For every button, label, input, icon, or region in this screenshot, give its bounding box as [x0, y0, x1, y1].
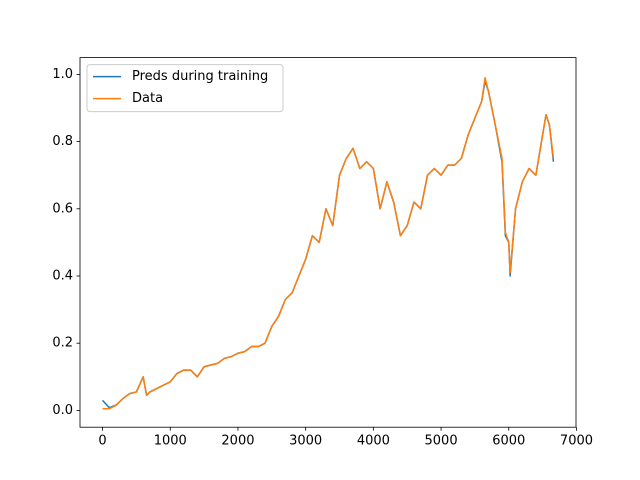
legend-label: Data: [132, 91, 163, 106]
y-tick-label: 0.8: [52, 134, 73, 149]
x-tick-label: 0: [98, 434, 106, 449]
y-tick-label: 0.4: [52, 269, 73, 284]
y-tick-label: 0.0: [52, 403, 73, 418]
x-tick-label: 7000: [560, 434, 593, 449]
x-tick-label: 3000: [289, 434, 322, 449]
y-tick-label: 0.2: [52, 336, 73, 351]
legend-box: [86, 64, 284, 113]
legend-label: Preds during training: [132, 69, 268, 84]
plot-frame: [79, 57, 577, 428]
y-tick-label: 1.0: [52, 67, 73, 82]
x-tick-label: 6000: [492, 434, 525, 449]
x-tick-label: 5000: [425, 434, 458, 449]
x-tick-label: 1000: [154, 434, 187, 449]
y-tick-label: 0.6: [52, 201, 73, 216]
x-tick-label: 4000: [357, 434, 390, 449]
x-tick-label: 2000: [221, 434, 254, 449]
line: [102, 77, 555, 410]
line: [101, 80, 555, 409]
